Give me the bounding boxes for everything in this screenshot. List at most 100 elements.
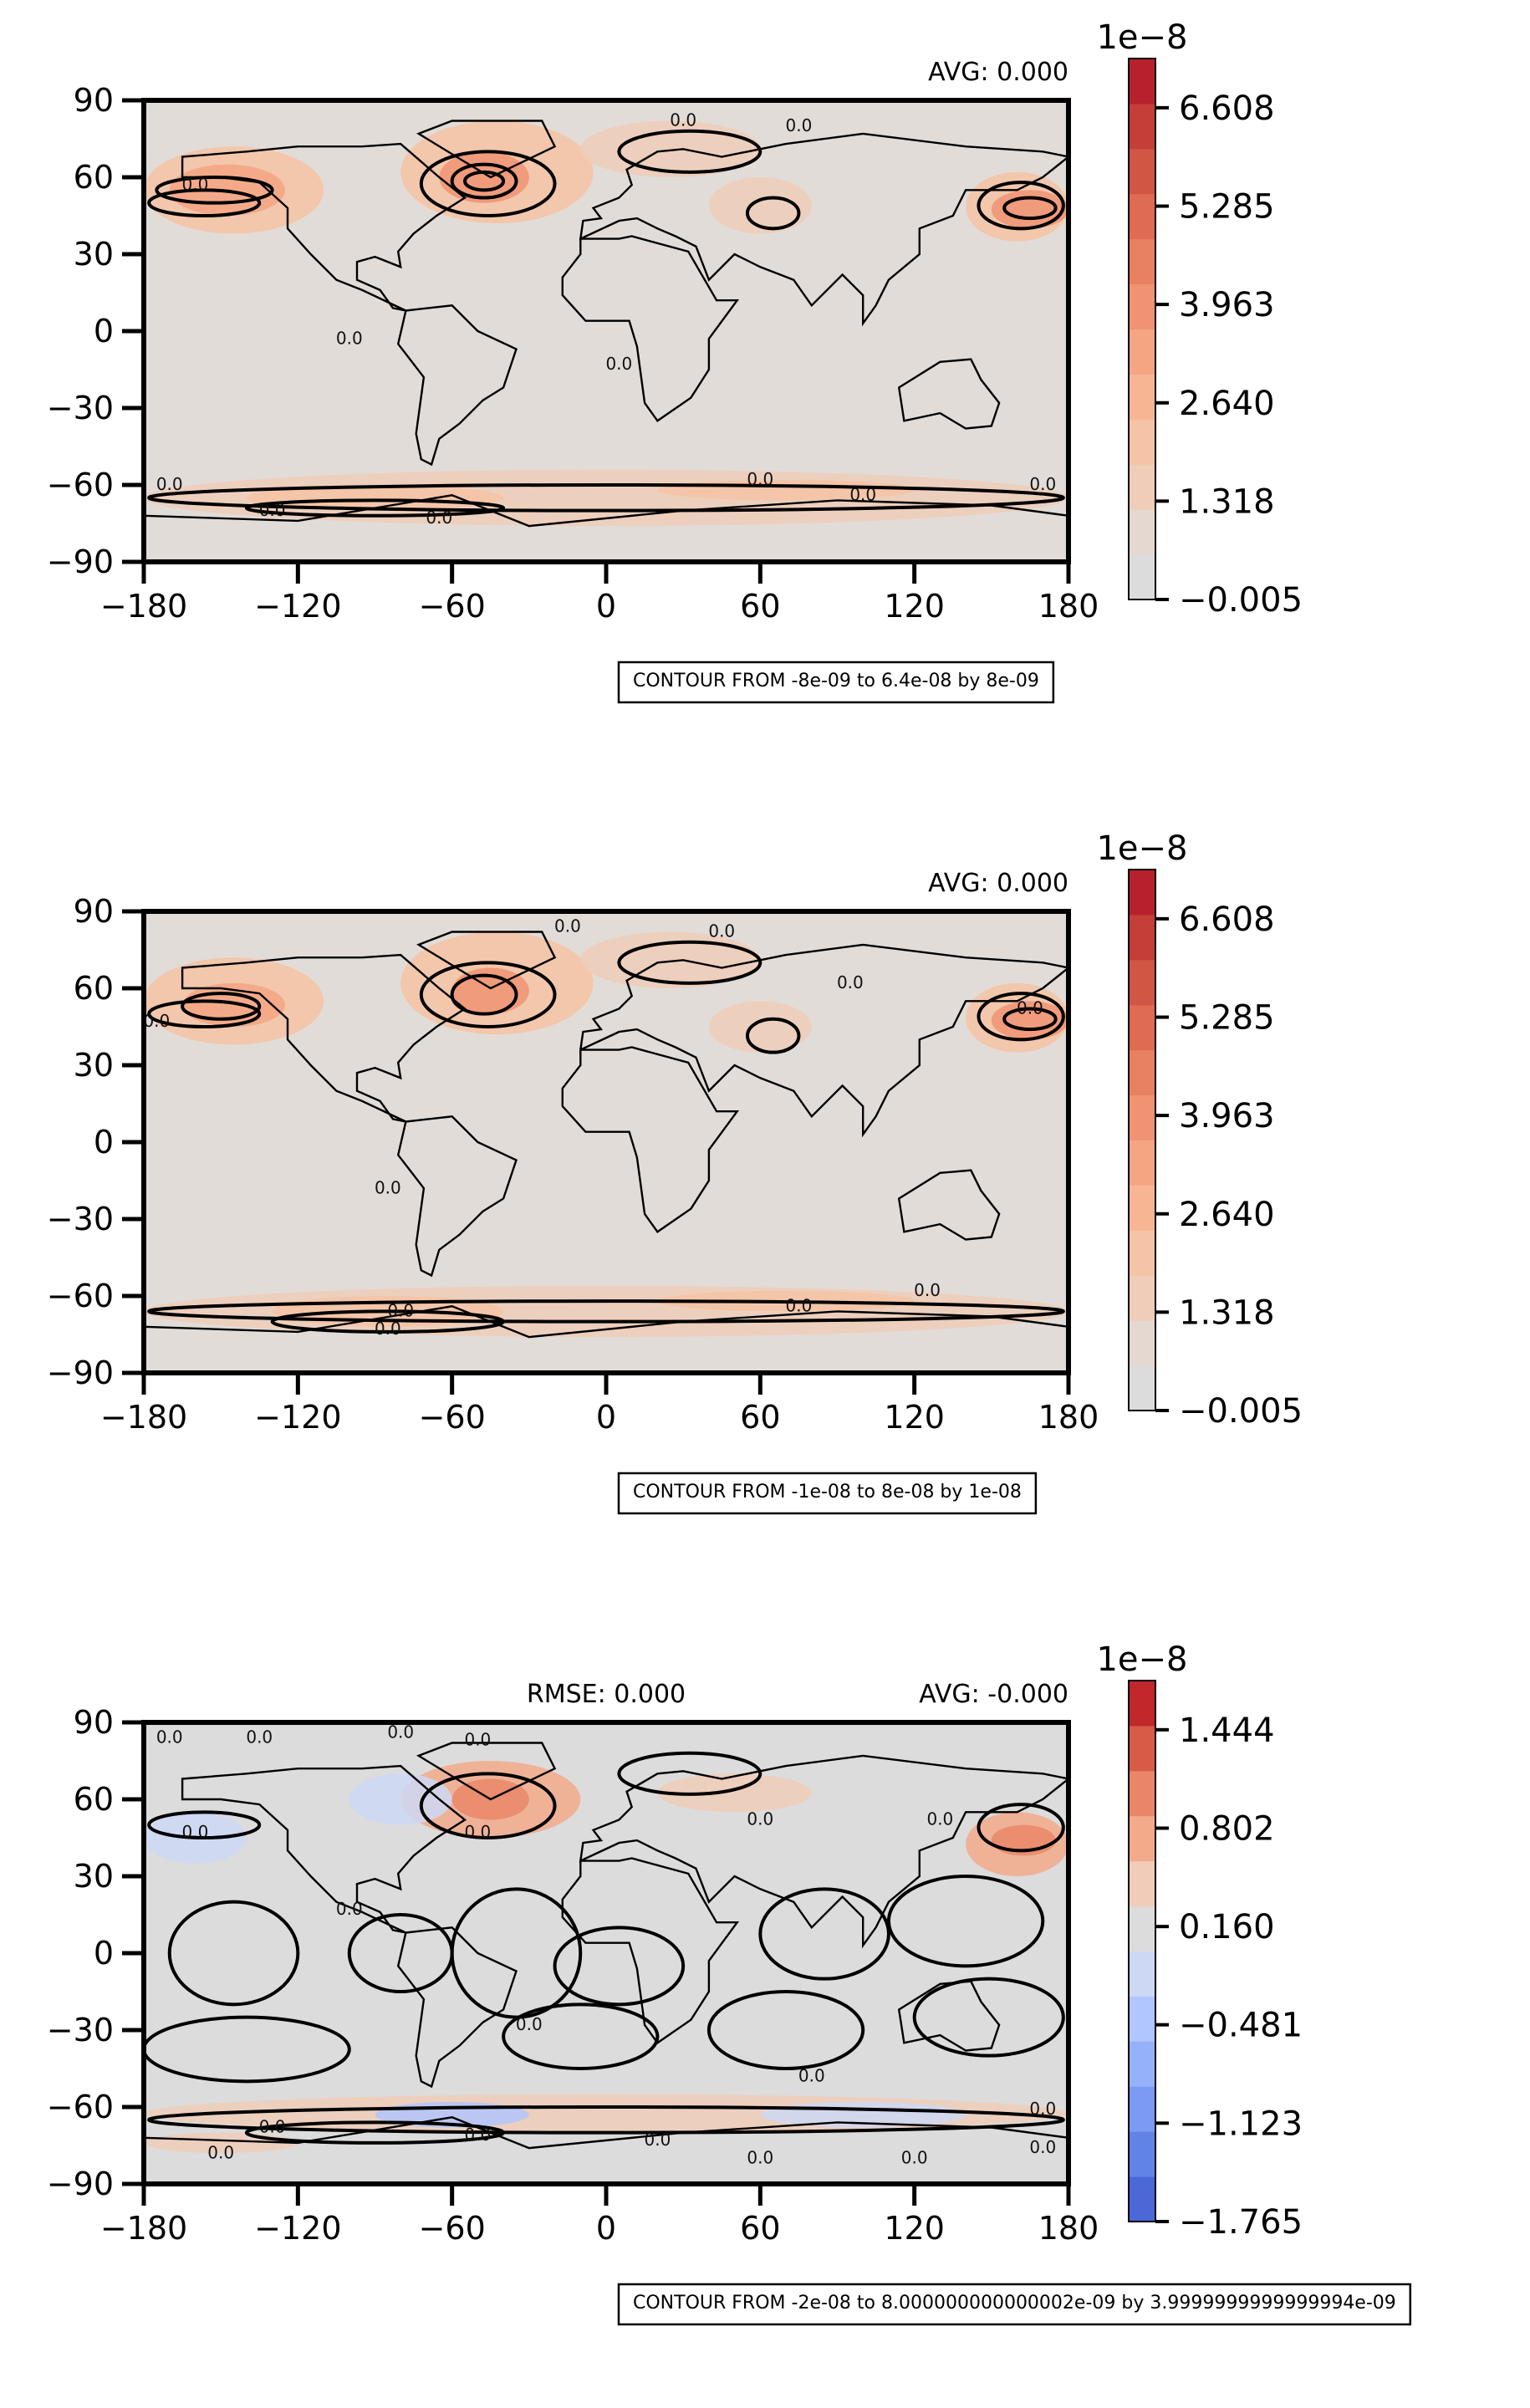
colorbar-tick-label: −0.005 [1179, 1392, 1303, 1431]
contour-label: 0.0 [156, 474, 183, 494]
contour-label: 0.0 [747, 2147, 773, 2167]
colorbar-segment [1129, 419, 1155, 465]
contour-label: 0.0 [786, 1295, 813, 1315]
contour-label: 0.0 [1017, 998, 1043, 1018]
contour-note-box [617, 661, 1055, 704]
y-tick-label: 0 [94, 313, 114, 349]
colorbar-segment [1129, 870, 1155, 916]
contour-label: 0.0 [554, 916, 581, 936]
coastline [416, 120, 557, 179]
contour-label: 0.0 [786, 115, 813, 135]
contour-label: 0.0 [1029, 474, 1056, 494]
x-tick-label: 60 [740, 2210, 780, 2247]
x-tick-label: −120 [254, 1399, 341, 1436]
contour-label: 0.0 [375, 1319, 401, 1339]
x-tick-label: 0 [596, 1399, 616, 1436]
contour-note-box [617, 2283, 1412, 2326]
colorbar-segment [1129, 329, 1155, 375]
coastline [181, 142, 467, 312]
contour-label: 0.0 [387, 1301, 414, 1321]
map-chart-1: 0.0 0.0 0.0 0.0 0.0 0.0 0.0 0.0 0.0 0.0 0.0 −180 −12… [47, 18, 1303, 704]
colorbar-segment [1129, 1996, 1155, 2042]
contour-note: CONTOUR FROM -1e-08 to 8e-08 by 1e-08 [633, 1482, 1022, 1502]
colorbar-offset-label: 1e−8 [1096, 1640, 1187, 1679]
contour-label: 0.0 [708, 921, 735, 941]
colorbar-frame [1128, 58, 1156, 600]
map-field: 0.0 0.0 0.0 0.0 0.0 0.0 0.0 0.0 0.0 0.0 0.0 [144, 110, 1068, 528]
coastline [396, 304, 518, 467]
contour-line [745, 1017, 801, 1054]
avg-annotation: AVG: 0.000 [928, 869, 1068, 898]
contour-label: 0.0 [849, 484, 876, 504]
x-tick-label: 180 [1038, 1399, 1099, 1436]
coastline [897, 1169, 1001, 1241]
colorbar-segment [1129, 1049, 1155, 1096]
colorbar-segment [1129, 959, 1155, 1006]
y-tick-label: 0 [94, 1935, 114, 1972]
coastline [144, 1305, 1068, 1339]
colorbar-tick-label: 5.285 [1179, 999, 1275, 1038]
x-tick-label: 180 [1038, 588, 1099, 625]
contour-line [553, 1926, 686, 2007]
y-tick-label: 60 [74, 1781, 114, 1818]
contour-label: 0.0 [1029, 2137, 1056, 2157]
contour-label: 0.0 [926, 1809, 953, 1829]
coastline [897, 1980, 1001, 2052]
map-panel-3: 0.0 0.0 0.0 0.0 0.0 0.0 0.0 0.0 0.0 0.0 0.0 0.0 0.0 0… [0, 1622, 1530, 2408]
y-tick-label: −60 [47, 1278, 114, 1314]
map-chart-3: 0.0 0.0 0.0 0.0 0.0 0.0 0.0 0.0 0.0 0.0 0.0 0.0 0.0 0… [47, 1640, 1412, 2326]
coastline [579, 1754, 1068, 1949]
contour-line [244, 498, 506, 518]
contour-line [147, 1810, 262, 1840]
x-tick-label: 120 [884, 1399, 945, 1436]
colorbar-segment [1129, 1815, 1155, 1862]
contour-line [617, 129, 762, 174]
contour-line [147, 188, 262, 218]
contour-label: 0.0 [387, 1722, 414, 1742]
contour-line [886, 1875, 1045, 1968]
map-panel-1: 0.0 0.0 0.0 0.0 0.0 0.0 0.0 0.0 0.0 0.0 0.0 −180 −12… [0, 0, 1530, 786]
y-tick-label: −60 [47, 2089, 114, 2125]
coastline [416, 931, 557, 990]
colorbar-tick-label: 2.640 [1179, 1196, 1275, 1234]
colorbar-segment [1129, 1320, 1155, 1366]
x-tick-label: 120 [884, 2210, 945, 2247]
colorbar-tick-label: 6.608 [1179, 89, 1275, 128]
contour-label: 0.0 [156, 1727, 183, 1747]
colorbar-tick-label: 1.318 [1179, 1293, 1275, 1332]
contour-label: 0.0 [464, 1822, 491, 1842]
colorbar-segment [1129, 914, 1155, 961]
contour-line [912, 1977, 1065, 2058]
contour-label: 0.0 [375, 1177, 401, 1197]
contour-line [147, 1299, 1065, 1324]
y-tick-label: 90 [74, 1704, 114, 1741]
colorbar-segment [1129, 1094, 1155, 1140]
x-tick-label: 120 [884, 588, 945, 625]
contour-label: 0.0 [837, 972, 864, 992]
contour-note: CONTOUR FROM -8e-09 to 6.4e-08 by 8e-09 [633, 671, 1039, 691]
y-tick-label: −90 [47, 2166, 114, 2202]
y-tick-label: 60 [74, 159, 114, 196]
contour-line [977, 992, 1065, 1042]
contour-line [450, 162, 518, 200]
colorbar-tick-label: 5.285 [1179, 188, 1275, 227]
contour-line [977, 181, 1065, 231]
contour-line [450, 973, 518, 1016]
contour-line [419, 961, 557, 1029]
x-tick-label: −120 [254, 2210, 341, 2247]
colorbar-segment [1129, 509, 1155, 555]
contour-line [147, 2105, 1065, 2135]
contour-line [181, 992, 262, 1021]
colorbar-tick-label: −0.005 [1179, 581, 1303, 620]
contour-label: 0.0 [259, 2117, 286, 2137]
coastline [144, 2116, 1068, 2150]
x-tick-label: −60 [419, 1399, 486, 1436]
contour-label: 0.0 [901, 2147, 928, 2167]
contour-line [1002, 1007, 1058, 1032]
colorbar-segment [1129, 464, 1155, 510]
y-tick-label: −90 [47, 1354, 114, 1391]
colorbar-segment [1129, 1860, 1155, 1907]
field-region [349, 1773, 452, 1825]
map-field: 0.0 0.0 0.0 0.0 0.0 0.0 0.0 0.0 0.0 0.0 0.0 0.0 0.0 0… [144, 1722, 1068, 2167]
coastline [897, 358, 1001, 430]
